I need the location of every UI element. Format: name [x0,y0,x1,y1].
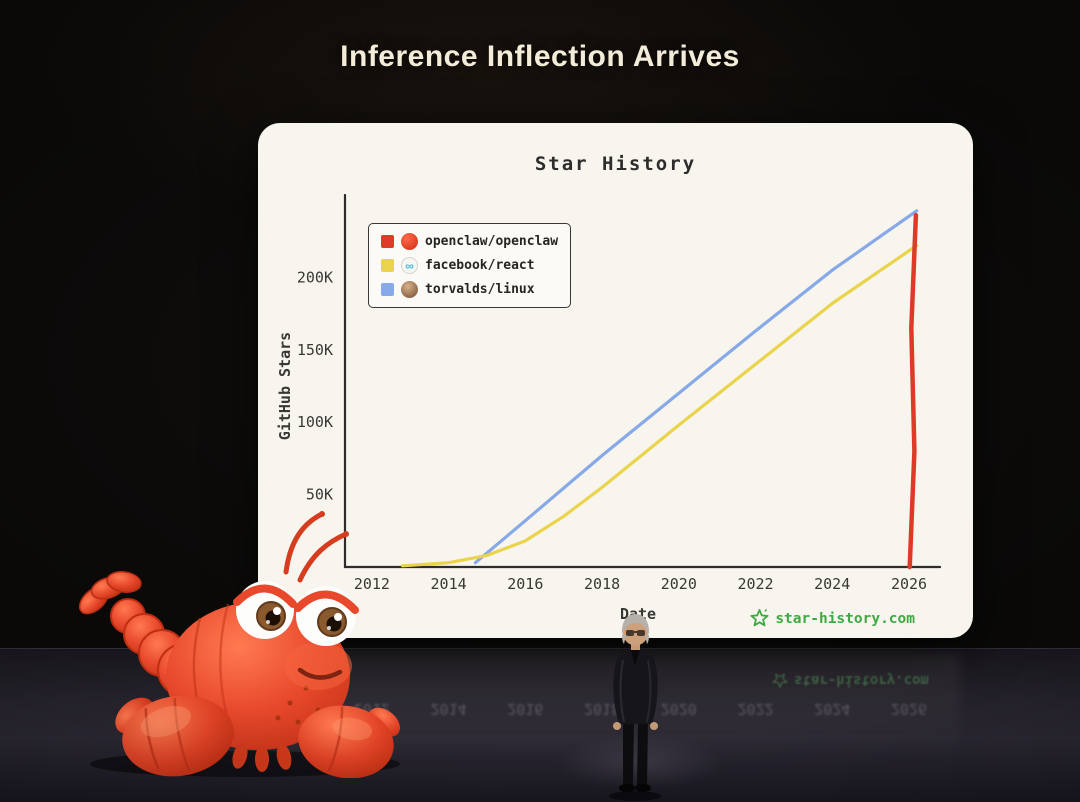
lobster-avatar-icon [401,233,418,250]
legend-item: ∞ facebook/react [381,257,558,274]
presenter-figure [593,608,678,802]
torvalds-avatar-icon [401,281,418,298]
legend-label: openclaw/openclaw [425,234,559,249]
presenter-icon [609,614,661,801]
reflected-year-label: 2014 [430,700,467,718]
reflected-year-label: 2022 [737,700,774,718]
x-tick-label: 2022 [737,575,773,593]
legend-swatch [381,259,394,272]
legend-label: facebook/react [425,258,535,273]
legend-swatch [381,283,394,296]
star-history-logo-icon [750,609,769,627]
reflected-star-icon [772,673,788,688]
legend-item: torvalds/linux [381,281,558,298]
x-tick-label: 2014 [431,575,467,593]
x-tick-label: 2020 [661,575,697,593]
slide-title: Inference Inflection Arrives [340,40,740,73]
react-logo-icon: ∞ [401,257,418,274]
legend-swatch [381,235,394,248]
legend-item: openclaw/openclaw [381,233,558,250]
watermark-text: star-history.com [775,610,915,627]
reflected-year-label: 2026 [890,700,928,718]
y-tick-label: 150K [297,341,333,359]
lobster-mascot [50,498,400,779]
y-tick-label: 200K [297,268,333,286]
x-tick-label: 2016 [507,575,543,593]
legend-label: torvalds/linux [425,282,535,297]
x-tick-label: 2024 [814,575,850,593]
star-history-watermark: star-history.com [750,609,915,628]
x-tick-label: 2026 [891,575,927,593]
lobster-mascot-icon [78,511,400,779]
y-tick-label: 100K [297,413,333,431]
reflected-year-label: 2024 [814,700,851,718]
series-line-openclaw [907,212,919,570]
reflected-watermark-text: star-history.com [794,672,929,688]
chart-legend: openclaw/openclaw ∞ facebook/react torvalds… [368,223,572,308]
reflected-year-label: 2016 [507,700,544,718]
x-tick-label: 2018 [584,575,620,593]
reflected-watermark: star-history.com [772,672,929,688]
